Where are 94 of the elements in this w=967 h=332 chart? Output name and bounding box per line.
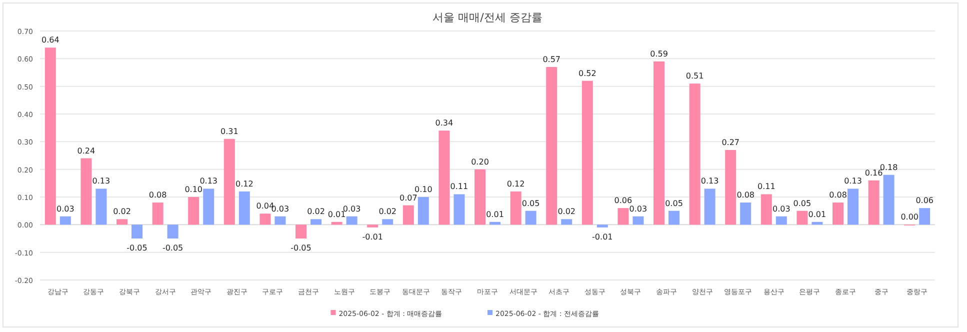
data-label: 0.13 xyxy=(200,176,218,186)
bar xyxy=(438,130,450,225)
bar xyxy=(510,191,522,225)
data-label: 0.05 xyxy=(665,198,683,208)
bar xyxy=(632,216,644,225)
bar xyxy=(260,214,271,225)
data-label: 0.02 xyxy=(113,207,131,216)
data-label: 0.11 xyxy=(757,182,776,192)
bar xyxy=(132,224,142,238)
bar xyxy=(203,188,214,225)
bar xyxy=(883,174,894,225)
bar xyxy=(274,216,286,225)
data-label: 0.01 xyxy=(808,210,826,219)
data-label: 0.08 xyxy=(829,190,847,200)
data-label: 0.03 xyxy=(56,204,74,214)
data-label: 0.10 xyxy=(414,185,432,194)
bar xyxy=(167,224,178,238)
data-label: 0.06 xyxy=(916,196,934,206)
bar xyxy=(546,66,558,225)
data-label: 0.12 xyxy=(506,179,525,188)
data-label: 0.27 xyxy=(722,138,740,147)
bar xyxy=(919,208,930,225)
data-label: 0.52 xyxy=(578,68,596,78)
bar xyxy=(402,205,414,225)
bar xyxy=(96,188,107,225)
bar xyxy=(490,222,500,225)
bar xyxy=(474,169,486,225)
bar xyxy=(848,188,858,225)
bar xyxy=(704,188,716,225)
bar xyxy=(668,210,680,225)
bar xyxy=(188,197,200,225)
bar xyxy=(454,194,465,225)
data-label: -0.05 xyxy=(162,244,184,252)
bar xyxy=(418,197,429,225)
data-label: 0.08 xyxy=(736,190,755,200)
data-label: 0.08 xyxy=(148,190,167,200)
data-label: -0.01 xyxy=(362,232,383,242)
data-label: 0.57 xyxy=(542,54,561,64)
data-label: -0.01 xyxy=(592,232,613,242)
data-label: 0.12 xyxy=(235,179,254,188)
bar xyxy=(367,224,378,228)
data-label: 0.03 xyxy=(629,204,648,214)
data-label: 0.03 xyxy=(772,204,790,214)
data-label: 0.64 xyxy=(41,36,60,45)
bar xyxy=(654,61,664,225)
data-label: 0.20 xyxy=(471,157,489,166)
bar xyxy=(238,191,250,225)
bar xyxy=(689,84,700,225)
data-label: 0.13 xyxy=(700,176,719,186)
bar xyxy=(832,202,844,225)
bar xyxy=(44,48,56,225)
data-label: 0.34 xyxy=(435,118,454,128)
bar xyxy=(346,216,358,225)
bar xyxy=(725,150,736,225)
bar xyxy=(331,222,342,225)
bar xyxy=(760,194,772,225)
data-label: 0.10 xyxy=(184,185,203,194)
bar xyxy=(812,222,823,225)
data-label: 0.06 xyxy=(614,196,632,206)
bar xyxy=(80,158,92,225)
bar xyxy=(776,216,787,225)
bar xyxy=(224,138,235,225)
chart-title: 서울 매매/전세 증감률 xyxy=(432,11,542,24)
bar xyxy=(310,219,322,225)
data-label: 0.13 xyxy=(844,176,862,186)
data-label: -0.05 xyxy=(126,244,148,252)
bar xyxy=(525,210,536,225)
bar xyxy=(152,202,164,225)
bar xyxy=(582,80,593,225)
bar xyxy=(740,202,752,225)
bar xyxy=(60,216,71,225)
bar xyxy=(618,208,629,225)
bar xyxy=(868,180,880,225)
data-label: 0.51 xyxy=(686,72,704,81)
data-label: -0.05 xyxy=(290,244,312,252)
data-label: 0.05 xyxy=(522,198,540,208)
data-label: 0.02 xyxy=(558,207,576,216)
data-label: 0.11 xyxy=(450,182,468,192)
data-label: 0.31 xyxy=(220,126,238,136)
bar xyxy=(116,219,128,225)
data-label: 0.02 xyxy=(307,207,325,216)
data-label: 0.07 xyxy=(399,193,418,202)
data-label: 0.13 xyxy=(92,176,110,186)
bar xyxy=(796,210,808,225)
bar xyxy=(596,224,608,228)
data-label: 0.00 xyxy=(900,212,919,222)
data-label: 0.59 xyxy=(650,49,668,58)
bar xyxy=(382,219,394,225)
data-label: 0.24 xyxy=(77,146,96,156)
bar xyxy=(296,224,306,238)
data-label: 0.01 xyxy=(486,210,504,219)
data-label: 0.02 xyxy=(378,207,397,216)
data-label: 0.05 xyxy=(793,198,812,208)
bar xyxy=(561,219,572,225)
